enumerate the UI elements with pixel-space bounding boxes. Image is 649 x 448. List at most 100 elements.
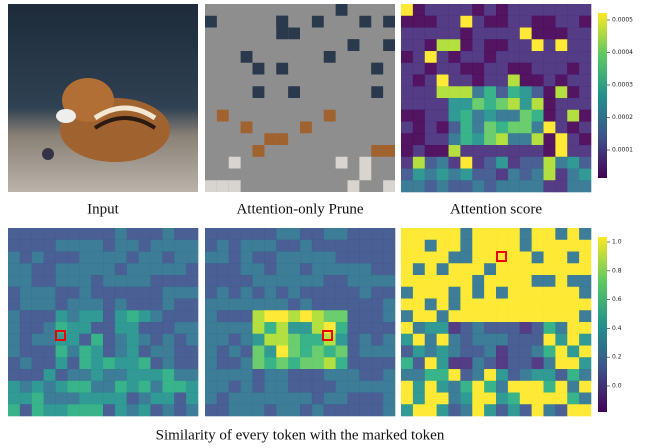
token xyxy=(567,333,580,346)
token xyxy=(67,298,80,311)
token xyxy=(347,380,360,393)
token xyxy=(412,133,426,146)
token xyxy=(412,380,426,393)
token xyxy=(67,380,80,393)
token xyxy=(216,298,230,311)
token xyxy=(126,275,139,288)
token xyxy=(55,392,68,405)
token xyxy=(31,392,44,405)
token xyxy=(150,298,163,311)
token xyxy=(174,345,187,358)
token xyxy=(507,15,521,28)
token xyxy=(472,27,485,40)
token xyxy=(103,380,116,393)
token xyxy=(519,251,532,264)
colorbar-label: 0.0001 xyxy=(612,147,633,154)
token xyxy=(300,310,313,323)
token xyxy=(162,380,175,393)
token xyxy=(436,345,449,358)
token xyxy=(67,286,80,299)
token xyxy=(216,228,230,241)
token xyxy=(496,357,509,370)
token xyxy=(126,345,139,358)
token xyxy=(496,156,509,169)
token xyxy=(507,133,521,146)
token xyxy=(91,322,104,335)
token xyxy=(240,286,253,299)
kept-token xyxy=(252,145,265,157)
token xyxy=(138,369,151,382)
token xyxy=(276,357,289,370)
token xyxy=(186,392,199,405)
token xyxy=(484,380,497,393)
token xyxy=(323,251,336,264)
token xyxy=(205,392,218,405)
token xyxy=(371,345,384,358)
token xyxy=(8,345,21,358)
token xyxy=(19,380,33,393)
token xyxy=(216,333,230,346)
token xyxy=(472,98,485,111)
token xyxy=(359,239,372,252)
token xyxy=(543,4,556,17)
token xyxy=(531,133,544,146)
token xyxy=(460,322,473,335)
token xyxy=(240,251,253,264)
token xyxy=(55,369,68,382)
token xyxy=(579,74,592,87)
token xyxy=(567,62,580,75)
token xyxy=(371,392,384,405)
token xyxy=(436,86,449,99)
token xyxy=(567,86,580,99)
kept-token xyxy=(216,109,229,122)
token xyxy=(496,4,509,17)
token xyxy=(79,392,92,405)
token xyxy=(424,228,437,241)
marked-token xyxy=(55,330,66,341)
token xyxy=(383,263,396,276)
token xyxy=(91,298,104,311)
kept-token xyxy=(216,180,229,192)
token xyxy=(496,263,509,276)
colorbar-label: 0.8 xyxy=(612,267,622,274)
token xyxy=(412,27,426,40)
token xyxy=(507,322,521,335)
token xyxy=(460,145,473,158)
token xyxy=(507,404,521,417)
token xyxy=(436,74,449,87)
token xyxy=(555,15,568,28)
token xyxy=(114,275,128,288)
token xyxy=(424,275,437,288)
token xyxy=(531,74,544,87)
token xyxy=(507,310,521,323)
token xyxy=(579,298,592,311)
token xyxy=(519,27,532,40)
token xyxy=(138,345,151,358)
token xyxy=(424,251,437,264)
token xyxy=(555,180,568,193)
token xyxy=(150,310,163,323)
token xyxy=(519,15,532,28)
token xyxy=(67,404,80,417)
token xyxy=(543,39,556,52)
token xyxy=(567,98,580,111)
token xyxy=(103,333,116,346)
token xyxy=(555,286,568,299)
token xyxy=(567,15,580,28)
marked-token xyxy=(322,330,333,341)
token xyxy=(240,310,253,323)
token xyxy=(519,239,532,252)
token xyxy=(484,74,497,87)
token xyxy=(472,310,485,323)
token xyxy=(174,251,187,264)
token xyxy=(114,286,128,299)
token xyxy=(55,286,68,299)
token xyxy=(288,322,301,335)
token xyxy=(335,345,348,358)
token xyxy=(205,286,218,299)
token xyxy=(252,239,265,252)
token xyxy=(79,369,92,382)
token xyxy=(448,180,461,193)
token xyxy=(401,357,414,370)
